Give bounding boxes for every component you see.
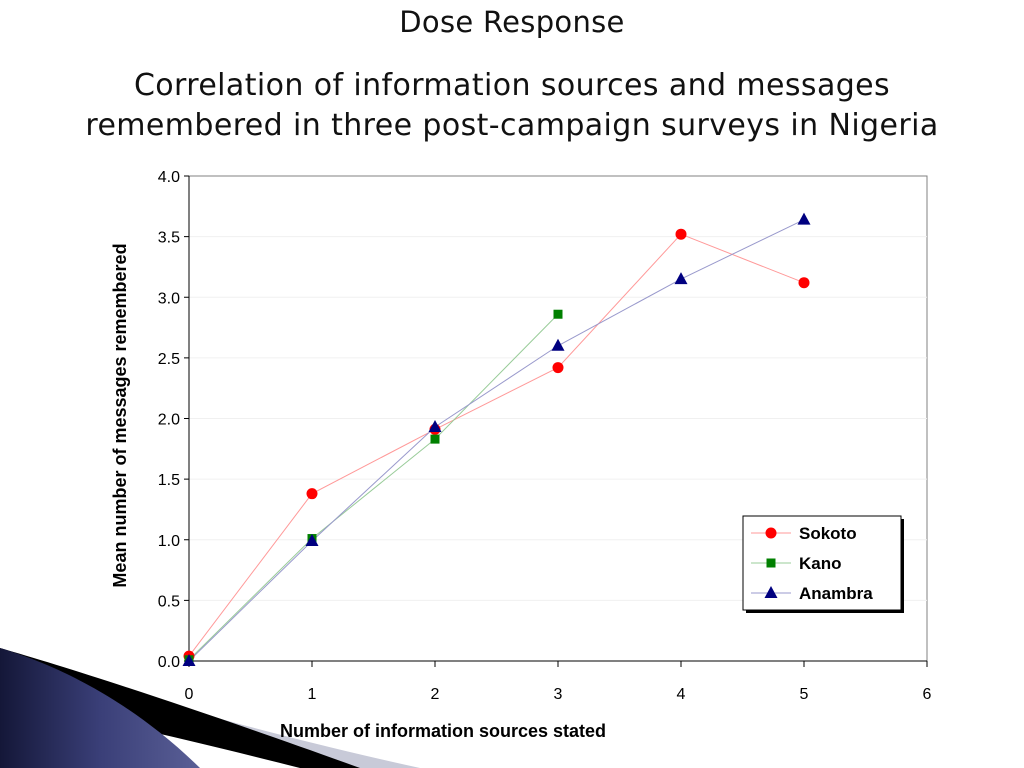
subtitle-line-1: Correlation of information sources and m… (133, 68, 891, 103)
data-point-sokoto (306, 488, 318, 500)
legend-label: Sokoto (799, 524, 857, 543)
series-kano (188, 313, 559, 661)
legend-marker-anambra (764, 586, 778, 598)
series-line-sokoto (188, 233, 805, 657)
series-anambra (188, 219, 805, 662)
x-tick-label: 2 (431, 686, 440, 703)
data-point-anambra (305, 533, 319, 546)
data-point-anambra (551, 338, 565, 351)
data-point-anambra (428, 419, 442, 432)
data-point-kano (553, 309, 563, 319)
subtitle-line-2: remembered in three post-campaign survey… (85, 108, 939, 143)
data-point-sokoto (675, 228, 687, 240)
x-axis-title: Number of information sources stated (280, 721, 606, 741)
y-axis-title: Mean number of messages remembered (110, 243, 130, 587)
data-point-anambra (182, 654, 196, 666)
y-tick-label: 1.0 (158, 533, 180, 550)
x-tick-label: 6 (923, 686, 932, 703)
series-line-kano (188, 313, 559, 661)
y-tick-label: 1.5 (158, 472, 180, 489)
series-line-anambra (188, 219, 805, 662)
legend-marker-kano (766, 558, 776, 568)
legend-label: Anambra (799, 584, 873, 603)
x-tick-label: 3 (554, 686, 563, 703)
legend-label: Kano (799, 554, 842, 573)
legend-item-kano: Kano (751, 554, 842, 573)
x-tick-label: 1 (308, 686, 317, 703)
y-tick-label: 4.0 (158, 169, 180, 186)
legend: Sokoto Kano Anambra (742, 515, 904, 613)
legend-item-anambra: Anambra (751, 584, 873, 603)
data-point-sokoto (798, 277, 810, 289)
series-sokoto (188, 233, 805, 657)
legend-marker-sokoto (765, 527, 777, 539)
slide-title: Dose Response (399, 5, 625, 39)
y-tick-label: 3.0 (158, 290, 180, 307)
y-tick-label: 2.5 (158, 351, 180, 368)
data-point-kano (430, 434, 440, 444)
y-tick-label: 0.5 (158, 593, 180, 610)
legend-item-sokoto: Sokoto (751, 524, 857, 543)
data-point-sokoto (552, 362, 564, 374)
data-point-anambra (797, 212, 811, 225)
y-tick-label: 3.5 (158, 230, 180, 247)
x-tick-label: 4 (677, 686, 686, 703)
y-tick-label: 0.0 (158, 654, 180, 671)
data-point-anambra (674, 272, 688, 285)
y-tick-label: 2.0 (158, 412, 180, 429)
x-tick-label: 0 (185, 686, 194, 703)
x-tick-label: 5 (800, 686, 809, 703)
slide-subtitle: Correlation of information sources and m… (0, 66, 1024, 146)
